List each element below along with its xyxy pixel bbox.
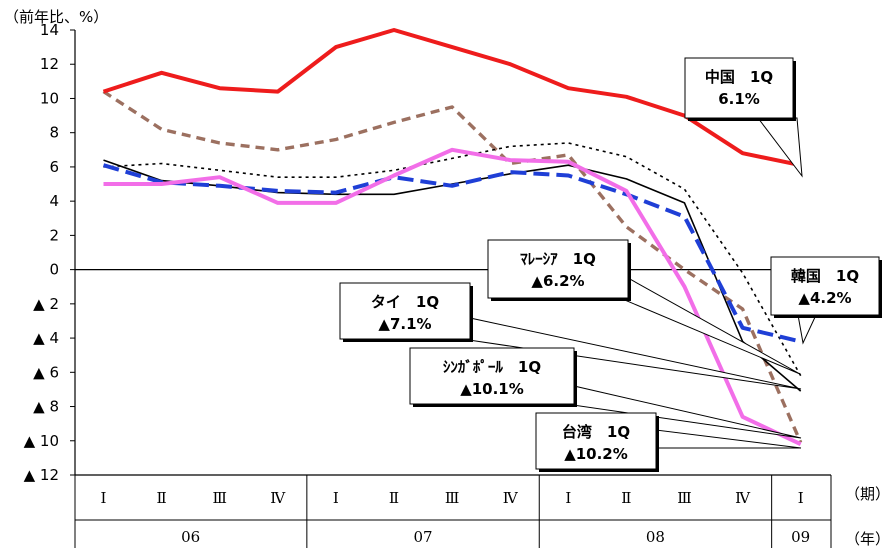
- quarter-label: Ⅰ: [565, 489, 571, 507]
- y-tick-label: ▲ 10: [24, 432, 59, 450]
- callout-tail: [756, 117, 803, 178]
- unit-label: （前年比、%）: [4, 8, 108, 26]
- callout-box: [770, 256, 880, 316]
- callout-value: ▲4.2%: [798, 289, 851, 307]
- callout-thailand: タイ 1Q ▲7.1%: [339, 282, 802, 390]
- callout-box: [535, 412, 657, 470]
- series-line-malaysia: [103, 142, 802, 377]
- y-tick-label: 0: [49, 261, 59, 279]
- y-tick-label: 12: [40, 55, 59, 73]
- series-layer: [102, 28, 803, 447]
- callout-title: ｼﾝｶﾞﾎﾟｰﾙ 1Q: [443, 358, 541, 376]
- callout-value: 6.1%: [718, 90, 760, 108]
- callouts: 中国 1Q 6.1% 韓国 1Q ▲4.2% ﾏﾚｰｼｱ 1Q ▲6.2% タイ 1Q ▲7.…: [339, 57, 882, 472]
- callout-malaysia: ﾏﾚｰｼｱ 1Q ▲6.2%: [487, 239, 801, 375]
- y-tick-label: 8: [49, 124, 59, 142]
- callout-tail: [797, 314, 817, 345]
- year-unit-label: （年）: [845, 530, 885, 548]
- callout-value: ▲10.1%: [460, 380, 524, 398]
- callout-title: 中国 1Q: [705, 68, 773, 86]
- callout-taiwan: 台湾 1Q ▲10.2%: [535, 412, 802, 472]
- quarter-label: Ⅲ: [212, 489, 226, 507]
- y-tick-label: 4: [49, 192, 59, 210]
- y-tick-label: ▲ 2: [33, 295, 59, 313]
- callout-box: [684, 57, 794, 119]
- callout-value: ▲7.1%: [378, 315, 431, 333]
- callout-title: ﾏﾚｰｼｱ 1Q: [520, 250, 596, 268]
- series-line-taiwan: [103, 147, 802, 447]
- callout-title: 韓国 1Q: [791, 267, 859, 285]
- quarter-label: Ⅰ: [333, 489, 339, 507]
- callout-china: 中国 1Q 6.1%: [684, 57, 803, 178]
- quarter-label: Ⅰ: [798, 489, 804, 507]
- callout-value: ▲10.2%: [564, 445, 628, 463]
- callout-singapore: ｼﾝｶﾞﾎﾟｰﾙ 1Q ▲10.1%: [409, 347, 802, 439]
- callout-box: [409, 347, 575, 405]
- quarter-label: Ⅲ: [677, 489, 691, 507]
- series-line-korea: [102, 163, 802, 344]
- callout-title: タイ 1Q: [371, 293, 439, 311]
- callout-box: [339, 282, 471, 340]
- quarter-label: Ⅰ: [101, 489, 107, 507]
- callout-korea: 韓国 1Q ▲4.2%: [770, 256, 882, 345]
- y-tick-label: ▲ 6: [33, 363, 59, 381]
- y-tick-label: ▲ 12: [24, 466, 59, 484]
- y-tick-label: 6: [49, 158, 59, 176]
- year-label: 08: [646, 528, 665, 546]
- year-label: 06: [181, 528, 200, 546]
- y-tick-label: 14: [40, 21, 59, 39]
- axis-labels: ▲ 12 ▲ 10 ▲ 8 ▲ 6 ▲ 4 ▲ 2 0 2 4 6 8 10 12 14 Ⅰ Ⅱ Ⅲ Ⅳ Ⅰ Ⅱ Ⅲ Ⅳ Ⅰ…: [24, 21, 885, 548]
- y-tick-label: ▲ 8: [33, 398, 59, 416]
- quarter-label: Ⅱ: [621, 489, 631, 507]
- series-line-singapore: [102, 90, 803, 444]
- quarter-label: Ⅲ: [445, 489, 459, 507]
- year-label: 09: [791, 528, 810, 546]
- quarter-label: Ⅱ: [156, 489, 166, 507]
- quarter-label: Ⅳ: [503, 489, 519, 507]
- callout-box: [487, 239, 629, 299]
- y-tick-label: 2: [49, 226, 59, 244]
- axes: [70, 29, 832, 548]
- quarter-unit-label: （期）: [845, 485, 885, 503]
- callout-title: 台湾 1Q: [562, 423, 630, 441]
- y-tick-label: 10: [40, 89, 59, 107]
- quarter-label: Ⅳ: [735, 489, 751, 507]
- year-label: 07: [414, 528, 433, 546]
- y-tick-label: ▲ 4: [33, 329, 59, 347]
- callout-value: ▲6.2%: [531, 272, 584, 290]
- quarter-label: Ⅱ: [389, 489, 399, 507]
- quarter-label: Ⅳ: [270, 489, 286, 507]
